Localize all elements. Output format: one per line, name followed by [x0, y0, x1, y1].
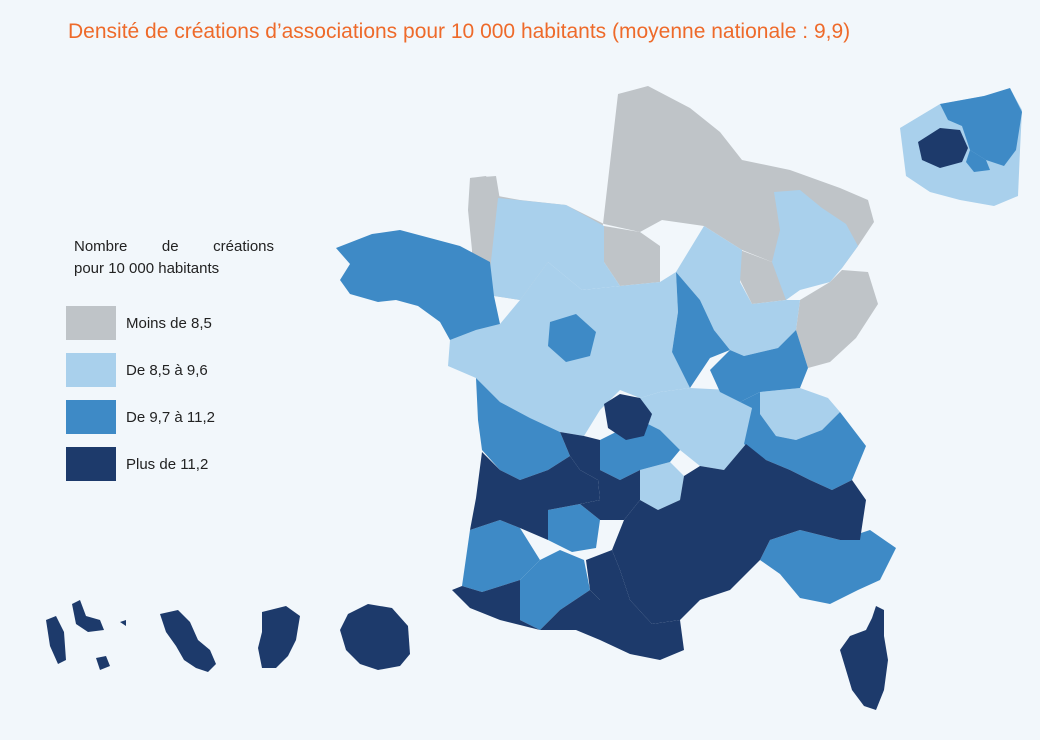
region-sarthe	[548, 314, 596, 362]
legend-item-plus-11-2: Plus de 11,2	[66, 447, 306, 481]
region-reunion	[340, 604, 410, 670]
region-corse	[840, 606, 888, 710]
legend-title: Nombre de créations pour 10 000 habitant…	[74, 236, 306, 280]
region-loiret-dark	[604, 394, 652, 440]
region-bourgogne-east	[710, 330, 808, 402]
legend-item-8-5-9-6: De 8,5 à 9,6	[66, 353, 306, 387]
paris-inset	[900, 88, 1022, 206]
region-guadeloupe	[46, 600, 126, 670]
region-provence	[760, 530, 896, 604]
region-east-grey	[796, 270, 878, 368]
legend-swatch	[66, 353, 116, 387]
inset-paris	[918, 128, 968, 168]
inset-east	[966, 150, 990, 172]
region-ardennes-grey	[740, 250, 790, 304]
region-northwest-light	[490, 198, 620, 300]
legend-label: Plus de 11,2	[126, 455, 209, 473]
region-gironde-dark	[470, 452, 600, 540]
inset-north	[940, 88, 1022, 166]
legend-swatch	[66, 447, 116, 481]
legend-label: De 9,7 à 11,2	[126, 408, 215, 426]
legend-swatch	[66, 400, 116, 434]
region-east-light	[772, 190, 858, 300]
region-alps-north-light	[760, 388, 840, 440]
region-massif-central-dark	[612, 444, 866, 624]
region-gers	[548, 504, 600, 552]
legend-title-line1: Nombre de créations	[74, 238, 274, 255]
region-bretagne	[336, 230, 500, 340]
legend-label: De 8,5 à 9,6	[126, 361, 208, 379]
legend-title-line2: pour 10 000 habitants	[74, 260, 220, 277]
map-legend: Nombre de créations pour 10 000 habitant…	[66, 236, 306, 494]
region-massif-light	[640, 462, 684, 510]
region-south-mid	[520, 550, 590, 630]
overseas-territories	[46, 600, 410, 672]
region-dordogne-dark	[560, 432, 640, 520]
legend-item-9-7-11-2: De 9,7 à 11,2	[66, 400, 306, 434]
region-charente	[476, 378, 570, 480]
region-centre-east-light	[676, 226, 800, 356]
region-tarn-dark	[586, 550, 630, 600]
region-guyane	[258, 606, 300, 668]
legend-swatch	[66, 306, 116, 340]
region-martinique	[160, 610, 216, 672]
region-yonne	[672, 272, 730, 388]
map-title: Densité de créations d’associations pour…	[68, 20, 851, 43]
region-center-grey	[604, 226, 660, 286]
region-center-south-light	[640, 388, 752, 470]
region-rhone	[740, 392, 866, 490]
metropolitan-france	[336, 86, 896, 660]
region-landes	[462, 520, 540, 592]
legend-item-moins-8-5: Moins de 8,5	[66, 306, 306, 340]
legend-label: Moins de 8,5	[126, 314, 212, 332]
